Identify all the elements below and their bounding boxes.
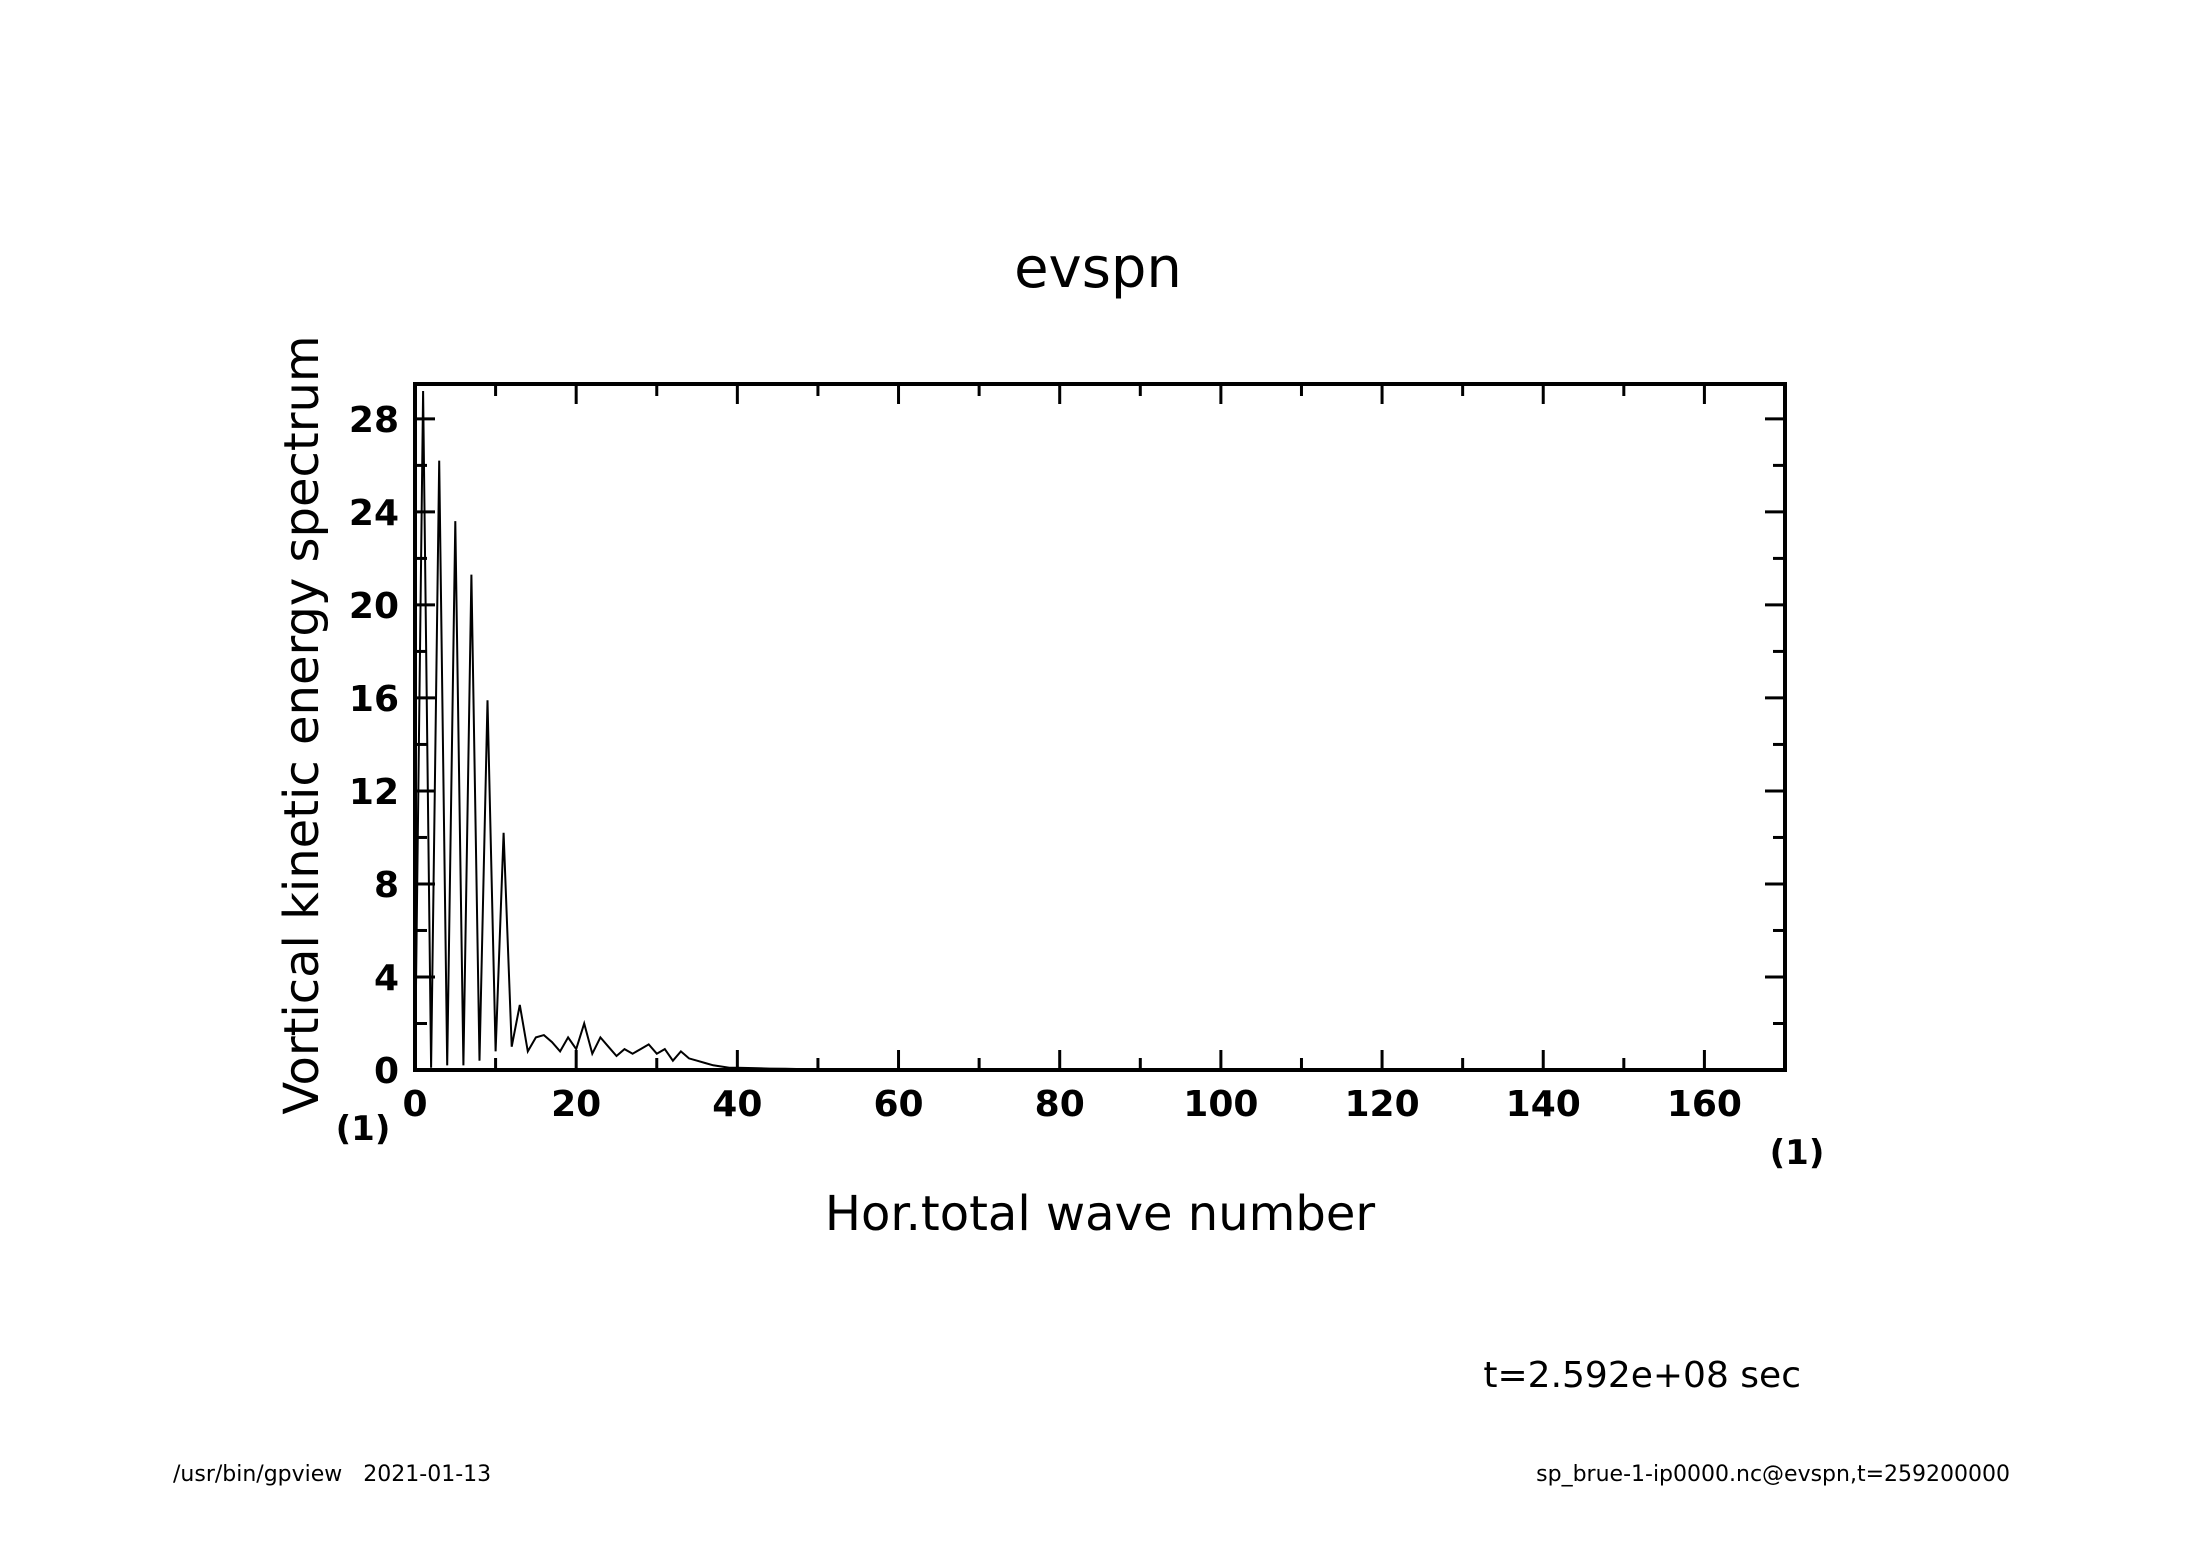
y-tick-label: 4 [374,958,399,999]
x-tick-label: 80 [1035,1084,1085,1125]
x-tick-label: 60 [873,1084,923,1125]
y-tick-label: 16 [349,679,399,720]
y-tick-label: 12 [349,772,399,813]
x-axis-label: Hor.total wave number [825,1186,1376,1242]
y-tick-labels: 0 4 8 12 16 20 24 28 [349,400,399,1092]
x-tick-label: 160 [1667,1084,1742,1125]
y-tick-label: 8 [374,865,399,906]
x-tick-label: 120 [1344,1084,1419,1125]
y-axis-label: Vortical kinetic energy spectrum [274,335,330,1114]
y-tick-label: 28 [349,400,399,441]
x-unit-label: (1) [1770,1133,1825,1173]
axis-ticks [413,384,1787,1072]
y-tick-label: 0 [374,1051,399,1092]
footer-left: /usr/bin/gpview 2021-01-13 [173,1462,491,1487]
y-tick-label: 24 [349,493,399,534]
footer-right: sp_brue-1-ip0000.nc@evspn,t=259200000 [1536,1462,2010,1487]
plot-frame [413,382,1787,1072]
x-tick-label: 100 [1183,1084,1258,1125]
time-annotation: t=2.592e+08 sec [1483,1355,1801,1396]
series-line [414,390,1785,1071]
x-tick-label: 0 [402,1084,427,1125]
y-tick-label: 20 [349,586,399,627]
x-tick-labels: 0 20 40 60 80 100 120 140 160 [402,1084,1742,1125]
y-unit-label: (1) [336,1109,391,1149]
x-tick-label: 40 [712,1084,762,1125]
chart-title: evspn [1014,236,1182,301]
x-tick-label: 140 [1506,1084,1581,1125]
x-tick-label: 20 [551,1084,601,1125]
